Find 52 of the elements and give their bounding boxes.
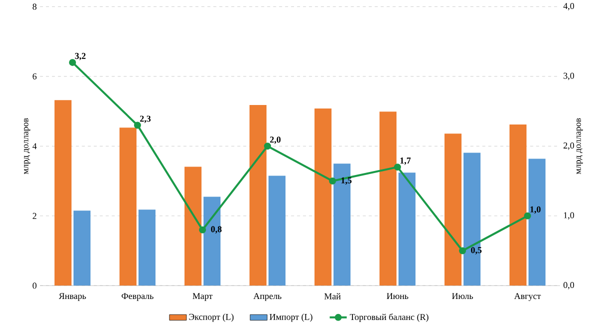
point [264, 142, 271, 150]
point [329, 178, 336, 185]
y-tick-label: 8 [32, 4, 36, 10]
point [134, 122, 141, 129]
y-tick-label: 2 [32, 213, 36, 220]
x-tick-label: Май [324, 293, 341, 300]
bar [138, 210, 156, 286]
y2-tick-label: 1,0 [564, 212, 574, 220]
bar [54, 100, 72, 286]
data-label: 1,7 [400, 158, 411, 166]
y-tick-label: 4 [32, 143, 37, 150]
y2-tick-label: 2,0 [564, 142, 574, 150]
point [459, 247, 466, 254]
legend-label: Торговый баланс (R) [350, 314, 428, 322]
data-label: 3,2 [75, 53, 86, 60]
bar [464, 152, 480, 286]
legend-label: Экспорт (L) [189, 314, 234, 322]
bar [204, 196, 220, 286]
bar [268, 176, 286, 286]
bar [314, 108, 332, 286]
x-tick-label: Апрель [253, 293, 282, 302]
point [394, 164, 401, 171]
y2-axis-title: млрд долларов [576, 118, 583, 174]
x-tick-label: Август [514, 293, 541, 302]
bar [510, 124, 526, 286]
bar [398, 172, 416, 286]
y-tick-label: 6 [32, 74, 37, 80]
bar [334, 164, 351, 286]
x-tick-label: Март [192, 293, 212, 302]
point [524, 212, 531, 220]
y-tick-label: 0 [32, 282, 36, 289]
x-tick-label: Июль [452, 293, 473, 300]
bar [74, 210, 91, 286]
bar [250, 105, 267, 286]
bar [184, 166, 202, 286]
data-label: 1,0 [530, 206, 541, 214]
x-tick-label: Июнь [386, 293, 408, 300]
bar [120, 128, 137, 286]
point [199, 226, 206, 234]
y2-tick-label: 0,0 [564, 282, 574, 290]
point [69, 59, 76, 66]
y2-tick-label: 3,0 [564, 72, 574, 80]
legend-label: Импорт (L) [270, 314, 312, 322]
bar [380, 112, 396, 286]
data-label: 2,3 [140, 116, 151, 124]
y-axis-title: млрд долларов [24, 118, 30, 174]
bar [444, 134, 462, 286]
bar [528, 158, 546, 286]
x-tick-label: Февраль [122, 293, 154, 302]
y2-tick-label: 4,0 [563, 3, 574, 10]
data-label: 2,0 [270, 136, 281, 144]
x-tick-label: Январь [58, 293, 86, 302]
